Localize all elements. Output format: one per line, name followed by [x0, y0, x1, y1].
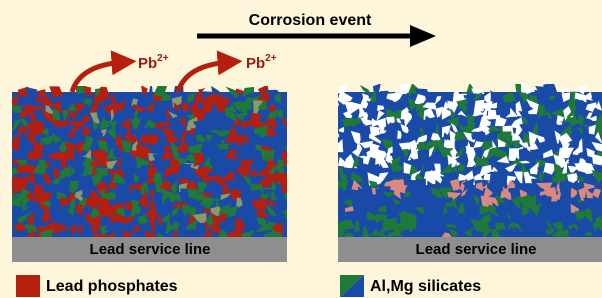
mosaic-left — [8, 84, 296, 243]
pipe-label: Lead service line — [90, 241, 211, 258]
legend-label: Al,Mg silicates — [370, 278, 481, 295]
grain — [495, 108, 509, 116]
graphic: Corrosion event Pb2+ Pb2+ Lead service l… — [0, 0, 602, 298]
grain — [264, 135, 279, 146]
title: Corrosion event — [249, 12, 372, 29]
legend-label: Lead phosphates — [46, 278, 178, 295]
mosaic-right — [334, 82, 602, 242]
pipe-label: Lead service line — [416, 241, 537, 258]
grain — [99, 197, 110, 210]
grain — [381, 140, 383, 151]
legend-swatch — [16, 275, 40, 297]
grain — [264, 90, 279, 93]
